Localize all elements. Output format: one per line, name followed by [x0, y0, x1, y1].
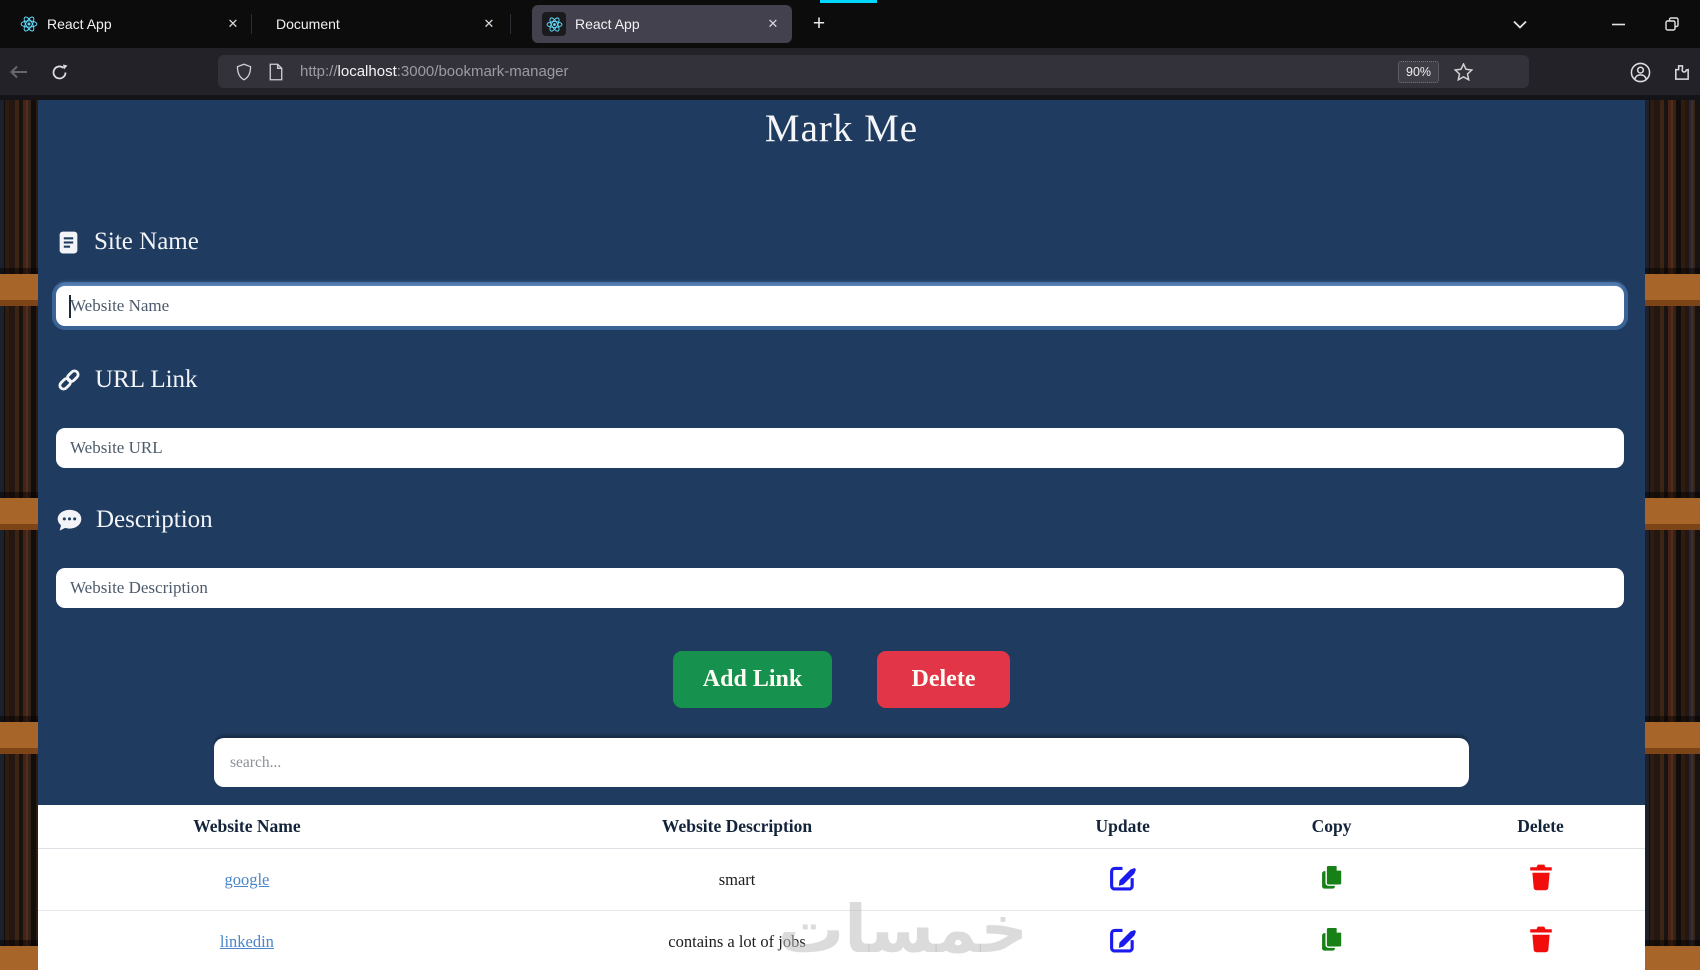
add-link-button[interactable]: Add Link [673, 651, 832, 708]
close-icon[interactable]: ✕ [227, 16, 239, 31]
react-icon [546, 16, 562, 32]
action-buttons-row: Add Link Delete [38, 651, 1645, 708]
bookmark-description: contains a lot of jobs [668, 931, 806, 951]
website-description-input[interactable] [56, 568, 1624, 608]
tab-divider [251, 14, 252, 34]
window-restore-button[interactable] [1654, 0, 1690, 48]
account-icon[interactable] [1625, 57, 1655, 87]
table-header-row: Website Name Website Description Update … [38, 805, 1645, 849]
window-minimize-button[interactable] [1600, 0, 1636, 48]
copy-icon[interactable] [1318, 863, 1346, 891]
shield-icon[interactable] [235, 63, 253, 81]
header-website-name: Website Name [193, 816, 301, 836]
journal-icon [59, 231, 78, 253]
text-caret [69, 295, 71, 318]
tab-label: React App [47, 16, 112, 32]
tab-document[interactable]: Document ✕ [254, 0, 506, 48]
website-url-input[interactable] [56, 428, 1624, 468]
bookmark-link[interactable]: google [224, 869, 270, 889]
tab-list-chevron-down-icon[interactable] [1502, 0, 1538, 48]
header-delete: Delete [1517, 816, 1564, 836]
bookmark-star-icon[interactable] [1448, 57, 1478, 87]
search-input[interactable] [214, 738, 1469, 787]
url-link-label: URL Link [56, 366, 198, 394]
tab-react-app-2-active[interactable]: React App ✕ [532, 5, 792, 43]
header-update: Update [1095, 816, 1150, 836]
bookshelf-background-right [1645, 100, 1700, 970]
description-label: Description [56, 506, 213, 534]
khamsat-watermark: خمسات [777, 891, 1028, 968]
close-icon[interactable]: ✕ [767, 16, 779, 31]
toolbar-bottom-edge [0, 95, 1700, 101]
bookshelf-background-left [0, 100, 38, 970]
webpage-viewport: Mark Me Site Name U [0, 100, 1700, 970]
edit-icon[interactable] [1108, 925, 1137, 954]
back-icon[interactable] [4, 57, 34, 87]
bookmark-description: smart [718, 869, 756, 889]
page-title: Mark Me [764, 107, 919, 150]
react-icon [20, 16, 38, 32]
new-tab-button[interactable]: + [812, 12, 826, 35]
url-bar[interactable]: http://localhost:3000/bookmark-manager [218, 55, 1529, 88]
comment-icon [57, 509, 82, 531]
tab-react-app-1[interactable]: React App ✕ [8, 0, 250, 48]
extensions-puzzle-icon[interactable] [1666, 57, 1696, 87]
header-copy: Copy [1311, 816, 1352, 836]
link-icon [58, 369, 80, 391]
tab-accent-line [820, 0, 877, 3]
tab-label: React App [575, 16, 640, 32]
url-text: http://localhost:3000/bookmark-manager [300, 63, 569, 80]
bookmarks-table: Website Name Website Description Update … [38, 805, 1645, 970]
tab-bar: React App ✕ Document ✕ React App ✕ + [0, 0, 1700, 48]
delete-button[interactable]: Delete [877, 651, 1010, 708]
trash-icon[interactable] [1528, 863, 1554, 891]
tab-divider [510, 14, 511, 34]
copy-icon[interactable] [1318, 925, 1346, 953]
edit-icon[interactable] [1108, 863, 1137, 892]
website-name-input[interactable] [56, 286, 1624, 326]
trash-icon[interactable] [1528, 925, 1554, 953]
close-icon[interactable]: ✕ [483, 16, 495, 31]
reload-icon[interactable] [44, 57, 74, 87]
bookmark-manager-panel: Mark Me Site Name U [38, 100, 1645, 970]
site-name-label: Site Name [56, 228, 199, 256]
table-row: linkedin contains a lot of jobs [38, 911, 1645, 970]
navigation-bar: http://localhost:3000/bookmark-manager 9… [0, 48, 1700, 95]
table-row: google smart [38, 849, 1645, 911]
zoom-level-badge[interactable]: 90% [1398, 61, 1440, 83]
page-icon[interactable] [267, 63, 285, 81]
bookmark-link[interactable]: linkedin [219, 931, 274, 951]
header-website-description: Website Description [661, 816, 813, 836]
tab-label: Document [276, 16, 340, 32]
